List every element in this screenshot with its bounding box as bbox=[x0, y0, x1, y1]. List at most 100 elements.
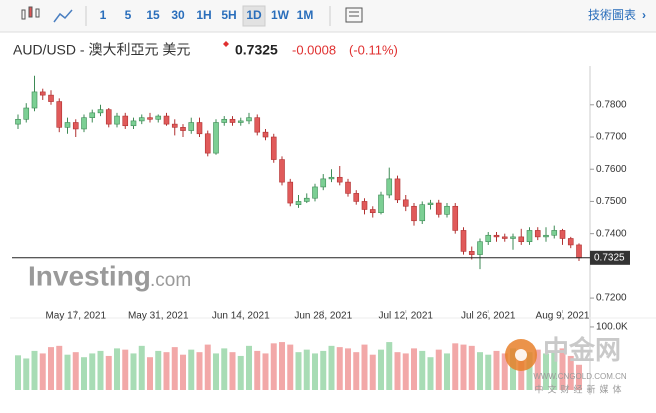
selected-interval bbox=[242, 5, 266, 27]
volume-bar bbox=[518, 355, 525, 390]
interval-button[interactable]: 5H bbox=[221, 8, 236, 22]
volume-bar bbox=[196, 352, 203, 390]
candle-body bbox=[345, 181, 351, 194]
volume-bar bbox=[402, 353, 409, 390]
toolbar bbox=[0, 0, 656, 32]
volume-bar bbox=[213, 353, 219, 390]
volume-bar bbox=[89, 353, 96, 390]
candle-body bbox=[15, 118, 21, 125]
candle-body bbox=[320, 178, 327, 188]
volume-bar bbox=[270, 343, 277, 390]
candle-body bbox=[221, 118, 228, 123]
volume-bar bbox=[386, 342, 393, 390]
candle-body bbox=[279, 159, 285, 183]
interval-button[interactable]: 30 bbox=[171, 8, 185, 22]
volume-bar bbox=[312, 353, 318, 390]
volume-bar bbox=[435, 349, 442, 390]
candle-body bbox=[246, 117, 252, 122]
candle-body bbox=[435, 202, 442, 215]
volume-bar bbox=[171, 347, 178, 390]
volume-bar bbox=[369, 354, 376, 390]
interval-button[interactable]: 1D bbox=[246, 8, 262, 22]
candle-body bbox=[89, 112, 96, 118]
candle-body bbox=[419, 204, 426, 222]
interval-button[interactable]: 1 bbox=[100, 8, 107, 22]
candle-body bbox=[468, 251, 475, 255]
volume-bar bbox=[180, 354, 186, 390]
candle-body bbox=[31, 91, 38, 109]
indicator-icon[interactable] bbox=[345, 7, 363, 23]
candle-body bbox=[452, 205, 459, 231]
candle-body bbox=[386, 178, 393, 196]
last-price-label: 0.7325 bbox=[594, 252, 625, 263]
volume-bar bbox=[279, 342, 285, 390]
price-change: -0.0008 bbox=[292, 42, 336, 57]
candle-body bbox=[361, 201, 368, 210]
interval-button[interactable]: 15 bbox=[146, 8, 160, 22]
candle-body bbox=[23, 107, 30, 120]
volume-bar bbox=[353, 352, 360, 390]
candle-body bbox=[138, 117, 145, 122]
candle-body bbox=[353, 193, 360, 202]
volume-bar bbox=[427, 357, 434, 390]
volume-bar bbox=[534, 349, 541, 390]
volume-bar bbox=[510, 348, 516, 390]
volume-bar bbox=[204, 344, 211, 390]
candle-body bbox=[378, 194, 384, 214]
logo-mark-inner bbox=[515, 349, 527, 361]
last-price-box bbox=[590, 250, 630, 265]
volume-bar bbox=[254, 350, 261, 390]
candle-body bbox=[213, 122, 219, 154]
x-tick-label: May 17, 2021 bbox=[45, 311, 106, 322]
volume-bar bbox=[114, 348, 120, 390]
chart-button[interactable]: 技術圖表 bbox=[588, 8, 636, 22]
volume-bar bbox=[130, 353, 137, 390]
interval-button[interactable]: 1W bbox=[271, 8, 290, 22]
volume-bar bbox=[477, 352, 483, 390]
volume-bar bbox=[56, 345, 63, 390]
volume-bar bbox=[229, 352, 236, 390]
x-tick-label: Jun 28, 2021 bbox=[294, 311, 352, 322]
watermark-suffix: .com bbox=[150, 270, 191, 291]
volume-bar bbox=[163, 352, 170, 390]
candle-body bbox=[567, 238, 574, 246]
volume-bar bbox=[15, 355, 21, 390]
y-tick-label: 0.7800 bbox=[596, 99, 627, 110]
y-tick-label: 0.7600 bbox=[596, 164, 627, 175]
interval-button[interactable]: 5 bbox=[125, 8, 132, 22]
interval-button[interactable]: 1H bbox=[196, 8, 211, 22]
volume-bar bbox=[485, 354, 492, 390]
logo-url: WWW.CNGOLD.COM.CN bbox=[533, 372, 627, 381]
volume-bar bbox=[526, 352, 533, 390]
volume-bar bbox=[188, 349, 195, 390]
volume-bar bbox=[576, 364, 582, 390]
candle-body bbox=[295, 201, 302, 205]
volume-bar bbox=[394, 352, 401, 390]
candle-body bbox=[229, 118, 236, 123]
x-tick-label: Jul 12, 2021 bbox=[379, 311, 434, 322]
candle-body bbox=[534, 230, 541, 238]
volume-bar bbox=[97, 350, 104, 390]
candle-body bbox=[328, 176, 335, 180]
candle-body bbox=[526, 230, 533, 243]
volume-bar bbox=[262, 353, 269, 390]
line-icon[interactable] bbox=[53, 9, 73, 23]
volume-bar bbox=[23, 358, 30, 390]
candle-body bbox=[48, 94, 54, 102]
volume-bar bbox=[122, 349, 129, 390]
last-price: 0.7325 bbox=[235, 42, 278, 58]
interval-button[interactable]: 1M bbox=[297, 8, 314, 22]
down-indicator bbox=[223, 41, 229, 47]
volume-bar bbox=[501, 353, 508, 390]
candle-icon[interactable] bbox=[21, 6, 40, 20]
volume-bar bbox=[138, 345, 145, 390]
chevron[interactable]: › bbox=[642, 8, 646, 22]
logo-text: 中金网 bbox=[543, 335, 621, 365]
volume-bar bbox=[72, 352, 79, 390]
volume-tick-label: 100.0K bbox=[596, 322, 628, 333]
volume-bar bbox=[551, 350, 558, 390]
y-tick-label: 0.7400 bbox=[596, 228, 627, 239]
volume-bar bbox=[543, 353, 549, 390]
